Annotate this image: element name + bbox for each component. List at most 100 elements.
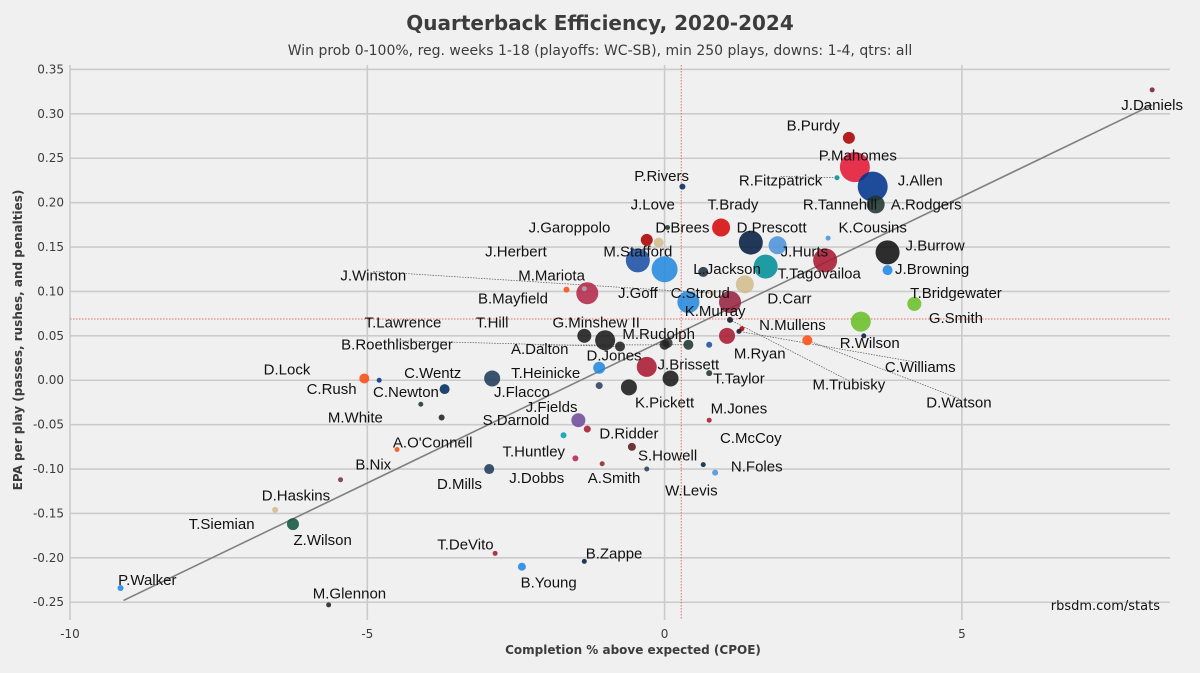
qb-label: P.Walker	[118, 572, 176, 589]
qb-label: J.Daniels	[1121, 97, 1183, 114]
qb-point	[581, 286, 587, 292]
trend-line-layer	[123, 104, 1153, 602]
qb-point	[677, 291, 700, 314]
qb-label: T.Heinicke	[511, 365, 580, 382]
chart-title: Quarterback Efficiency, 2020-2024	[406, 11, 794, 35]
qb-label: K.Murray	[685, 303, 746, 320]
qb-point	[595, 382, 603, 390]
qb-point	[1149, 87, 1155, 93]
qb-label: D.Prescott	[737, 220, 808, 237]
qb-label: D.Watson	[926, 394, 991, 411]
qb-label: N.Foles	[731, 458, 783, 475]
axis-ticks: 0.35 0.30 0.25 0.20 0.15 0.10 0.05 0.00 -0.05 -0.…	[33, 62, 966, 641]
qb-point	[706, 417, 712, 423]
qb-label: T.Hill	[476, 315, 509, 332]
qb-label: B.Purdy	[787, 117, 841, 134]
qb-label: J.Love	[631, 196, 675, 213]
qb-label: M.Jones	[711, 401, 768, 418]
qb-point	[272, 506, 279, 513]
qb-point	[338, 477, 344, 483]
qb-point	[620, 379, 637, 396]
qb-label: C.Stroud	[671, 285, 730, 302]
qb-label: M.Rudolph	[622, 326, 695, 343]
qb-point	[665, 225, 671, 231]
qb-point	[857, 171, 888, 202]
qb-point	[627, 442, 636, 451]
qb-point	[875, 240, 900, 265]
qb-label: B.Mayfield	[478, 291, 548, 308]
y-tick-label: -0.05	[33, 418, 64, 432]
qb-point	[698, 266, 709, 277]
qb-point	[825, 235, 831, 241]
qb-points	[117, 87, 1155, 608]
qb-label: L.Jackson	[693, 261, 761, 278]
qb-point	[583, 425, 591, 433]
qb-label: D.Brees	[655, 220, 709, 237]
qb-label: S.Howell	[638, 448, 697, 465]
qb-point	[719, 327, 736, 344]
qb-point	[286, 518, 299, 531]
qb-point	[484, 464, 495, 475]
qb-label: C.Wentz	[404, 365, 461, 382]
qb-point	[662, 370, 679, 387]
qb-label: D.Mills	[437, 476, 482, 493]
qb-point	[709, 290, 715, 296]
qb-point	[850, 311, 871, 332]
trend-line	[123, 104, 1153, 602]
qb-label: J.Hurts	[781, 243, 829, 260]
qb-label: J.Browning	[895, 261, 969, 278]
qb-point	[907, 296, 922, 311]
qb-point	[640, 233, 653, 246]
qb-label: N.Mullens	[759, 317, 826, 334]
qb-point	[394, 447, 400, 453]
qb-point	[636, 356, 657, 377]
qb-point	[359, 373, 370, 384]
qb-label: T.Taylor	[713, 370, 765, 387]
qb-point	[572, 455, 579, 462]
qb-label: C.Rush	[307, 381, 357, 398]
y-tick-label: -0.20	[33, 551, 64, 565]
qb-label: G.Smith	[929, 310, 983, 327]
qb-label: P.Rivers	[634, 168, 689, 185]
mean-reference-lines	[70, 65, 1170, 620]
qb-point	[683, 339, 694, 350]
qb-label: B.Roethlisberger	[341, 337, 453, 354]
qb-label: A.O'Connell	[393, 434, 473, 451]
qb-label: Z.Wilson	[294, 532, 352, 549]
qb-label: T.Siemian	[189, 516, 255, 533]
qb-point	[625, 248, 650, 273]
x-tick-label: -10	[60, 627, 80, 641]
qb-point	[492, 550, 498, 556]
qb-label: A.Smith	[588, 470, 641, 487]
qb-point	[706, 370, 713, 377]
qb-point	[839, 152, 870, 183]
leader-line	[397, 340, 621, 347]
qb-label: J.Herbert	[485, 243, 548, 260]
qb-label: J.Flacco	[494, 384, 550, 401]
qb-point	[834, 175, 840, 181]
qb-point	[615, 341, 625, 352]
qb-point	[571, 413, 586, 428]
x-tick-label: 5	[958, 627, 966, 641]
qb-point	[882, 265, 893, 276]
qb-point	[861, 333, 867, 339]
qb-point	[484, 370, 501, 387]
qb-label: D.Jones	[587, 347, 642, 364]
qb-label: B.Nix	[355, 457, 391, 474]
x-tick-label: 0	[661, 627, 669, 641]
qb-point	[719, 291, 741, 314]
y-tick-label: 0.00	[37, 373, 64, 387]
leader-line	[738, 331, 921, 364]
qb-label: T.Tagovailoa	[777, 266, 861, 283]
leader-line	[807, 339, 960, 399]
qb-label: J.Burrow	[906, 237, 965, 254]
qb-label: T.Bridgewater	[910, 285, 1002, 302]
qb-point	[700, 462, 706, 468]
y-tick-label: 0.05	[37, 329, 64, 343]
qb-point	[768, 236, 787, 255]
qb-point	[653, 237, 664, 248]
qb-point	[753, 254, 778, 279]
qb-label: J.Fields	[526, 399, 578, 416]
